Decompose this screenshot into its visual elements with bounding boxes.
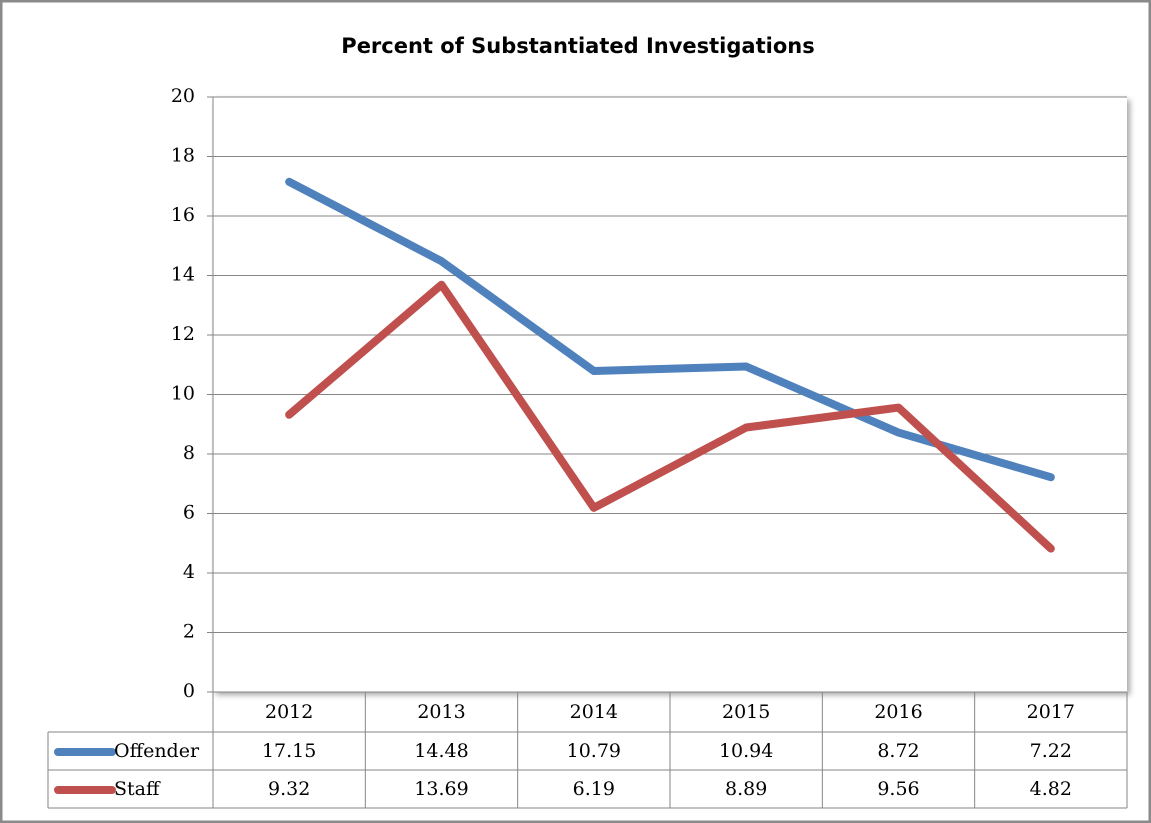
y-tick-label: 8	[183, 442, 195, 464]
y-tick-label: 6	[183, 502, 195, 524]
y-tick-label: 0	[183, 680, 195, 702]
table-value: 14.48	[414, 740, 468, 762]
x-tick-label: 2013	[417, 701, 465, 723]
x-tick-label: 2016	[874, 701, 922, 723]
table-value: 9.56	[877, 778, 919, 800]
series-line	[285, 177, 1055, 482]
y-tick-label: 2	[183, 621, 195, 643]
table-value: 13.69	[414, 778, 468, 800]
table-value: 10.94	[719, 740, 773, 762]
table-value: 4.82	[1030, 778, 1072, 800]
chart-title: Percent of Substantiated Investigations	[341, 34, 814, 58]
y-tick-label: 16	[171, 204, 195, 226]
y-tick-label: 12	[171, 323, 195, 345]
legend-label: Staff	[114, 778, 161, 800]
table-value: 7.22	[1030, 740, 1072, 762]
table-value: 8.72	[877, 740, 919, 762]
x-tick-label: 2017	[1027, 701, 1075, 723]
table-value: 9.32	[268, 778, 310, 800]
y-tick-label: 4	[183, 561, 195, 583]
y-tick-label: 20	[171, 85, 195, 107]
x-tick-label: 2014	[570, 701, 618, 723]
y-tick-label: 14	[171, 264, 195, 286]
table-value: 6.19	[573, 778, 615, 800]
series-line	[285, 280, 1055, 553]
y-tick-label: 10	[171, 383, 195, 405]
legend-label: Offender	[114, 740, 200, 762]
table-value: 8.89	[725, 778, 767, 800]
x-tick-label: 2015	[722, 701, 770, 723]
x-tick-label: 2012	[265, 701, 313, 723]
table-value: 10.79	[567, 740, 621, 762]
y-tick-label: 18	[171, 145, 195, 167]
table-value: 17.15	[262, 740, 316, 762]
